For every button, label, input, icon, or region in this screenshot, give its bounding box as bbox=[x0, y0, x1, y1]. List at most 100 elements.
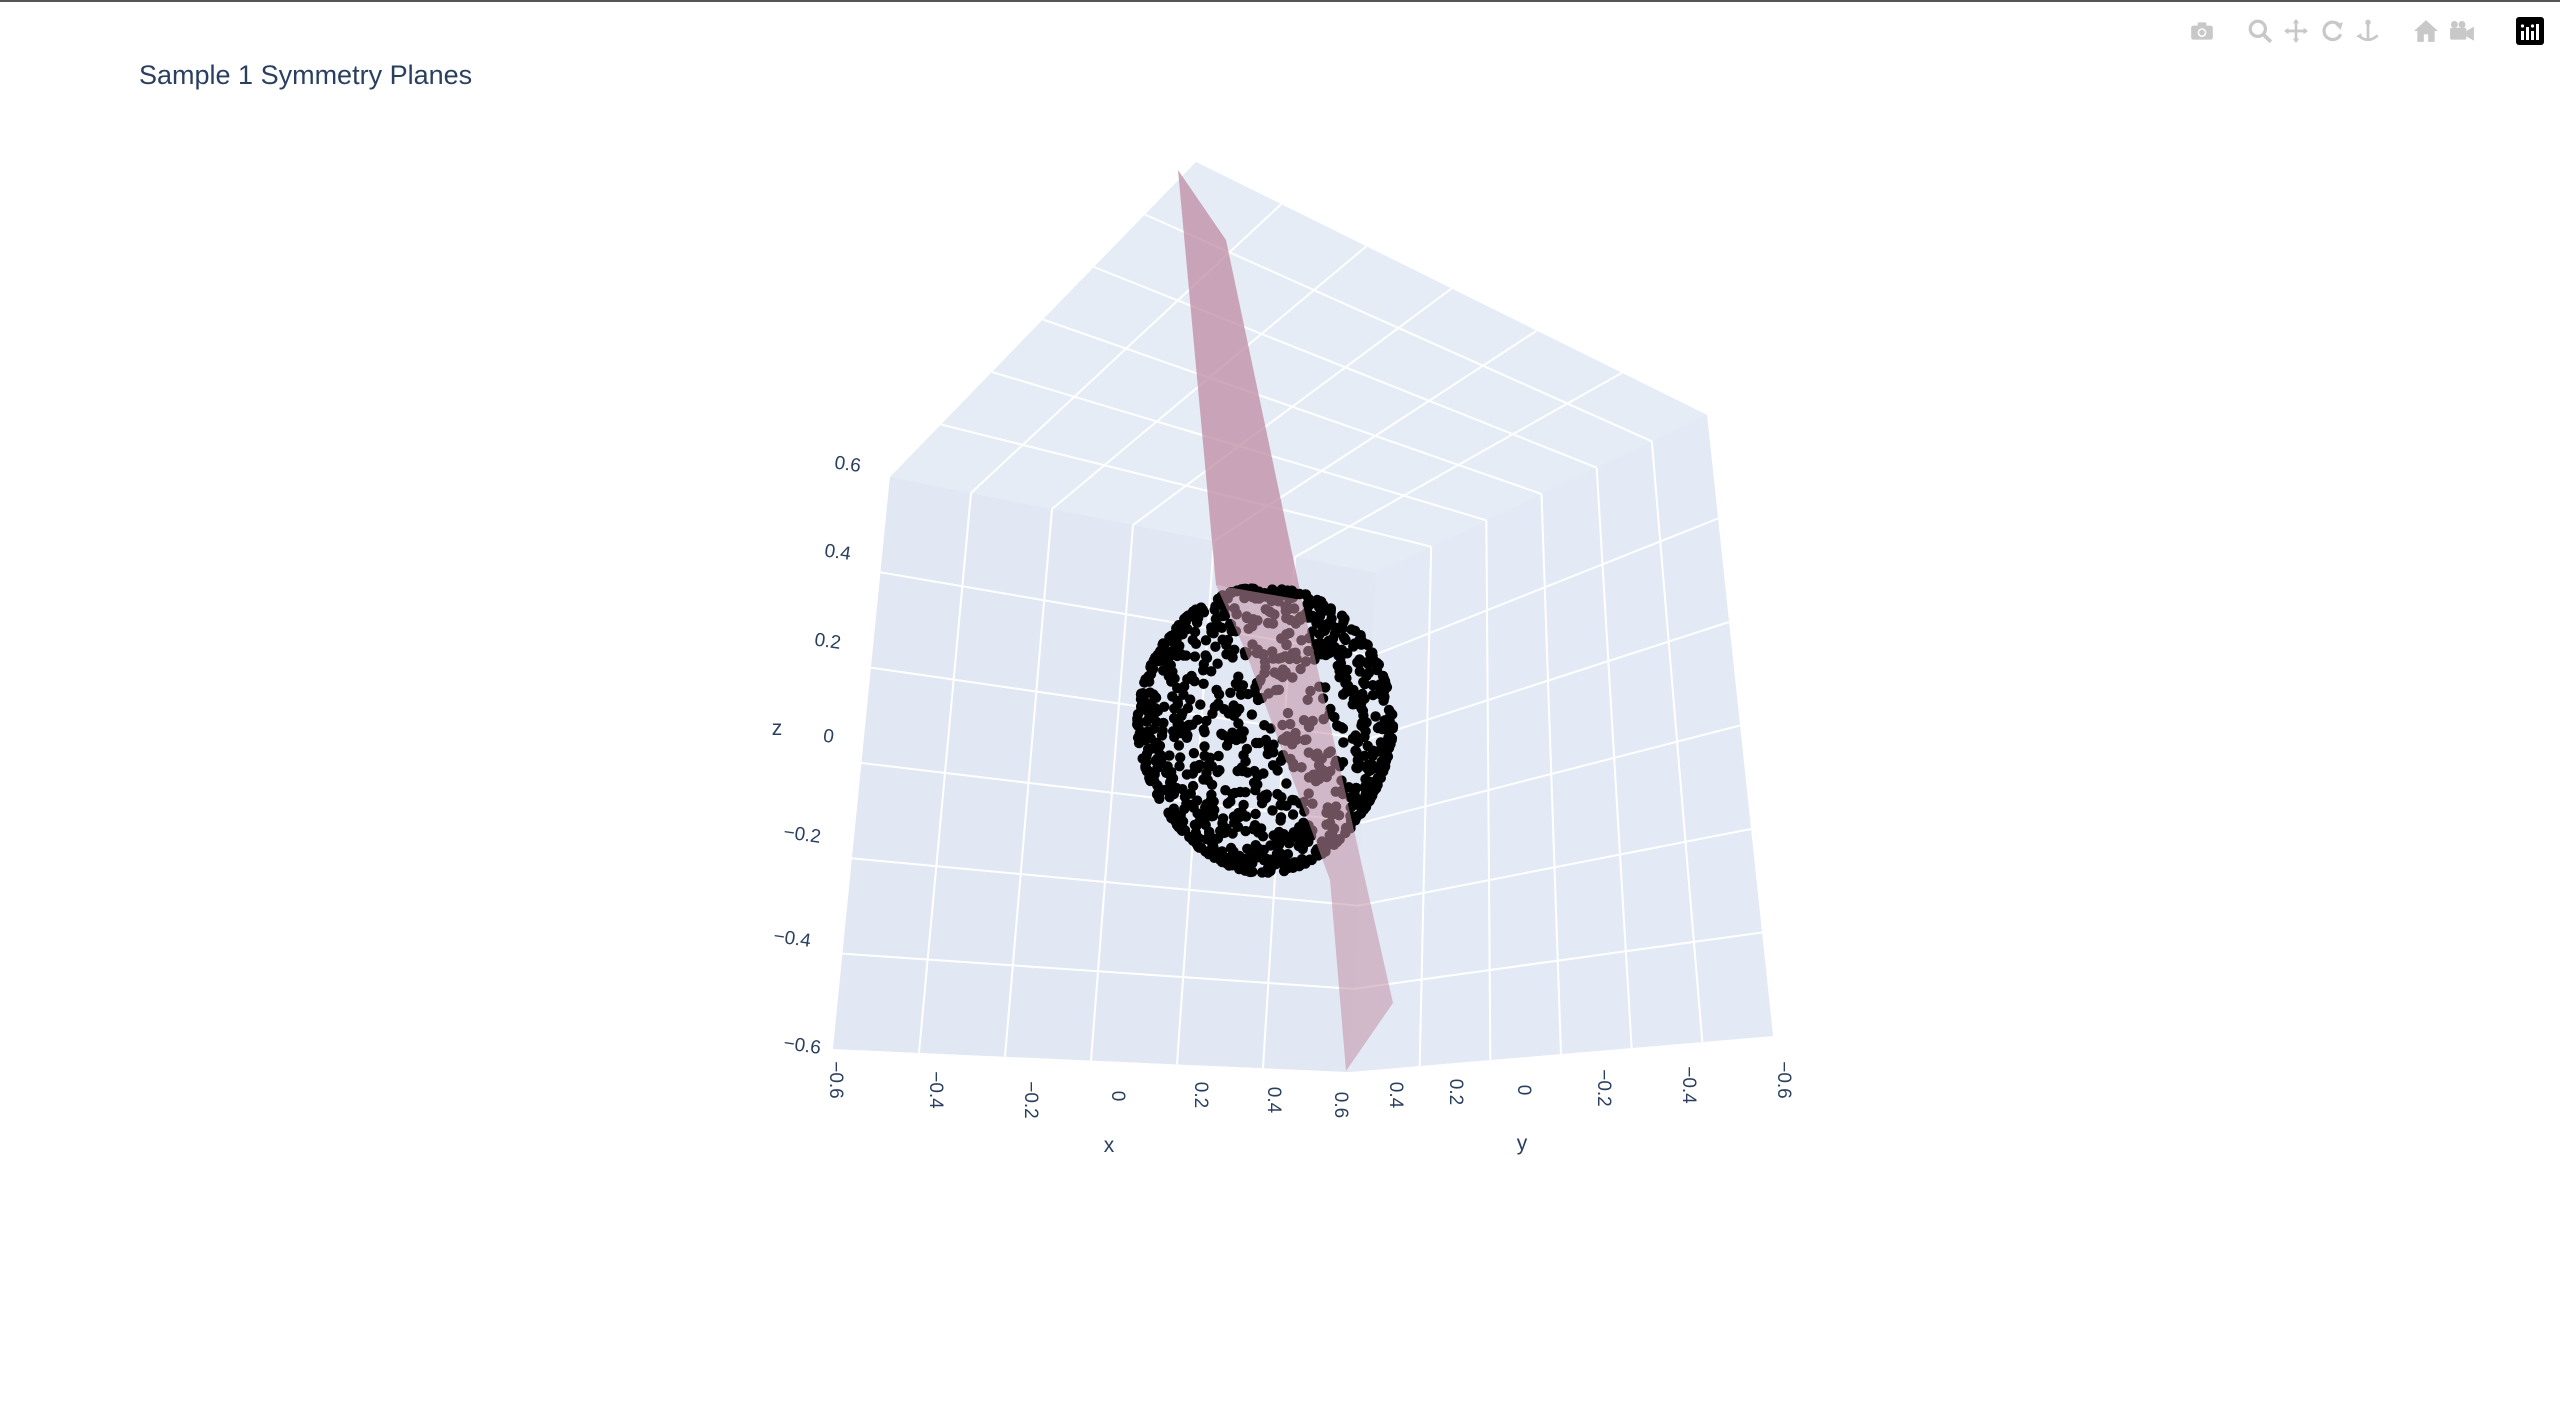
data-point bbox=[1154, 793, 1165, 804]
turntable-rotation-icon bbox=[2356, 19, 2379, 42]
data-point bbox=[1256, 792, 1267, 803]
data-point bbox=[1329, 628, 1341, 639]
x-tick-label: −0.4 bbox=[925, 1071, 946, 1109]
data-point bbox=[1137, 699, 1148, 710]
data-point bbox=[1198, 659, 1210, 670]
data-point bbox=[1177, 784, 1188, 795]
data-point bbox=[1212, 766, 1223, 778]
home-icon bbox=[2414, 20, 2438, 42]
pan-icon bbox=[2284, 19, 2308, 43]
data-point bbox=[1199, 741, 1210, 752]
data-point bbox=[1208, 810, 1219, 821]
data-point bbox=[1329, 711, 1340, 723]
data-point bbox=[1167, 666, 1178, 677]
download-png-button[interactable] bbox=[2184, 14, 2220, 48]
y-tick-label: −0.4 bbox=[1678, 1066, 1699, 1104]
data-point bbox=[1261, 853, 1272, 865]
data-point bbox=[1247, 866, 1258, 877]
data-point bbox=[1340, 634, 1351, 646]
data-point bbox=[1281, 800, 1292, 811]
orbit-rotation-button[interactable] bbox=[2314, 14, 2350, 48]
camera-view-icon bbox=[2450, 21, 2474, 41]
data-point bbox=[1338, 689, 1349, 700]
data-point bbox=[1250, 737, 1262, 749]
data-point bbox=[1229, 811, 1240, 822]
data-point bbox=[1183, 719, 1195, 731]
reset-camera-default-button[interactable] bbox=[2408, 14, 2444, 48]
data-point bbox=[1152, 758, 1164, 769]
data-point bbox=[1211, 684, 1222, 696]
top-border bbox=[0, 0, 2560, 2]
data-point bbox=[1347, 733, 1359, 744]
camera-icon bbox=[2191, 22, 2213, 40]
data-point bbox=[1199, 727, 1210, 738]
data-point bbox=[1200, 635, 1212, 646]
data-point bbox=[1366, 759, 1378, 771]
x-axis-label: x bbox=[1104, 1134, 1115, 1157]
data-point bbox=[1162, 647, 1173, 658]
axis-labels: x y z bbox=[772, 717, 1528, 1157]
plane-upper bbox=[1178, 170, 1302, 600]
zoom-button[interactable] bbox=[2242, 14, 2278, 48]
data-point bbox=[1174, 761, 1185, 772]
data-point bbox=[1382, 751, 1394, 762]
data-point bbox=[1352, 754, 1364, 766]
data-point bbox=[1170, 816, 1181, 827]
data-point bbox=[1173, 740, 1185, 751]
data-point bbox=[1225, 796, 1236, 807]
data-point bbox=[1265, 865, 1276, 877]
data-point bbox=[1375, 721, 1386, 732]
data-point bbox=[1164, 632, 1175, 643]
data-point bbox=[1163, 807, 1174, 818]
data-point bbox=[1354, 666, 1366, 677]
data-point bbox=[1147, 772, 1158, 783]
turntable-rotation-button[interactable] bbox=[2350, 14, 2386, 48]
gridline bbox=[1294, 371, 1623, 558]
data-point bbox=[1354, 696, 1365, 707]
data-point bbox=[1221, 852, 1233, 864]
data-point bbox=[1232, 765, 1243, 777]
data-point bbox=[1287, 809, 1299, 820]
data-point bbox=[1227, 652, 1238, 663]
data-point bbox=[1183, 610, 1194, 621]
data-point bbox=[1210, 641, 1221, 652]
x-tick-label: 0 bbox=[1107, 1091, 1128, 1102]
data-point bbox=[1352, 763, 1363, 774]
x-tick-label: −0.2 bbox=[1020, 1081, 1041, 1119]
data-point bbox=[1202, 760, 1213, 771]
modebar bbox=[2162, 14, 2560, 48]
data-point bbox=[1358, 676, 1369, 688]
data-point bbox=[1208, 628, 1219, 639]
pan-button[interactable] bbox=[2278, 14, 2314, 48]
data-point bbox=[1207, 708, 1218, 719]
data-point bbox=[1317, 622, 1328, 633]
data-point bbox=[1225, 842, 1237, 854]
data-point bbox=[1217, 634, 1228, 645]
data-point bbox=[1132, 713, 1143, 724]
symmetry-plane-front bbox=[1216, 585, 1393, 1071]
data-point bbox=[1197, 604, 1208, 615]
data-point bbox=[1376, 739, 1387, 750]
data-point bbox=[1144, 687, 1156, 698]
data-point bbox=[1335, 645, 1346, 656]
data-point bbox=[1162, 761, 1173, 772]
data-point bbox=[1225, 687, 1236, 698]
data-point bbox=[1355, 630, 1366, 641]
plotly-logo-button[interactable] bbox=[2510, 14, 2550, 48]
data-point bbox=[1275, 857, 1286, 868]
data-point bbox=[1223, 708, 1235, 719]
data-point bbox=[1307, 611, 1318, 623]
data-point bbox=[1148, 710, 1159, 722]
x-tick-label: 0.4 bbox=[1263, 1087, 1284, 1114]
symmetry-plane-back bbox=[1178, 170, 1302, 600]
data-point bbox=[1238, 750, 1249, 761]
reset-camera-last-save-button[interactable] bbox=[2444, 14, 2480, 48]
data-point bbox=[1141, 716, 1152, 727]
data-point bbox=[1342, 664, 1353, 676]
data-point bbox=[1221, 825, 1232, 836]
data-point bbox=[1362, 797, 1373, 808]
data-point bbox=[1136, 688, 1147, 699]
floor-pane bbox=[890, 162, 1707, 573]
data-point bbox=[1243, 856, 1255, 867]
